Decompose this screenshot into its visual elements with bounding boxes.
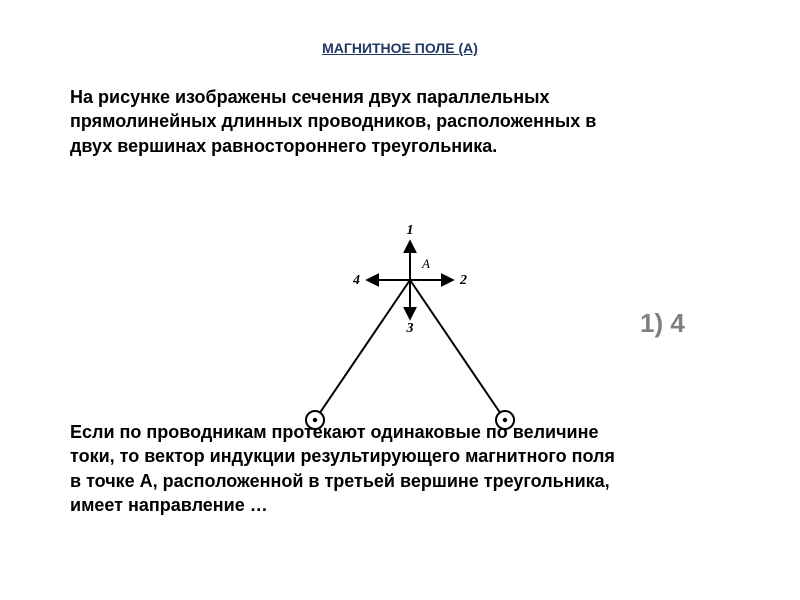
label-1: 1 [407,223,414,238]
triangle-figure: 1 2 3 4 А [260,220,560,440]
problem-paragraph-2: Если по проводникам протекают одинаковые… [70,420,630,517]
label-point-a: А [421,256,430,271]
triangle-side-right [410,280,505,420]
answer-text: 1) 4 [640,308,685,339]
problem-paragraph-1: На рисунке изображены сечения двух парал… [70,85,630,158]
slide: МАГНИТНОЕ ПОЛЕ (А) На рисунке изображены… [0,0,800,600]
label-2: 2 [459,273,467,288]
label-3: 3 [406,321,414,336]
slide-title: МАГНИТНОЕ ПОЛЕ (А) [0,40,800,56]
triangle-side-left [315,280,410,420]
label-4: 4 [352,273,360,288]
